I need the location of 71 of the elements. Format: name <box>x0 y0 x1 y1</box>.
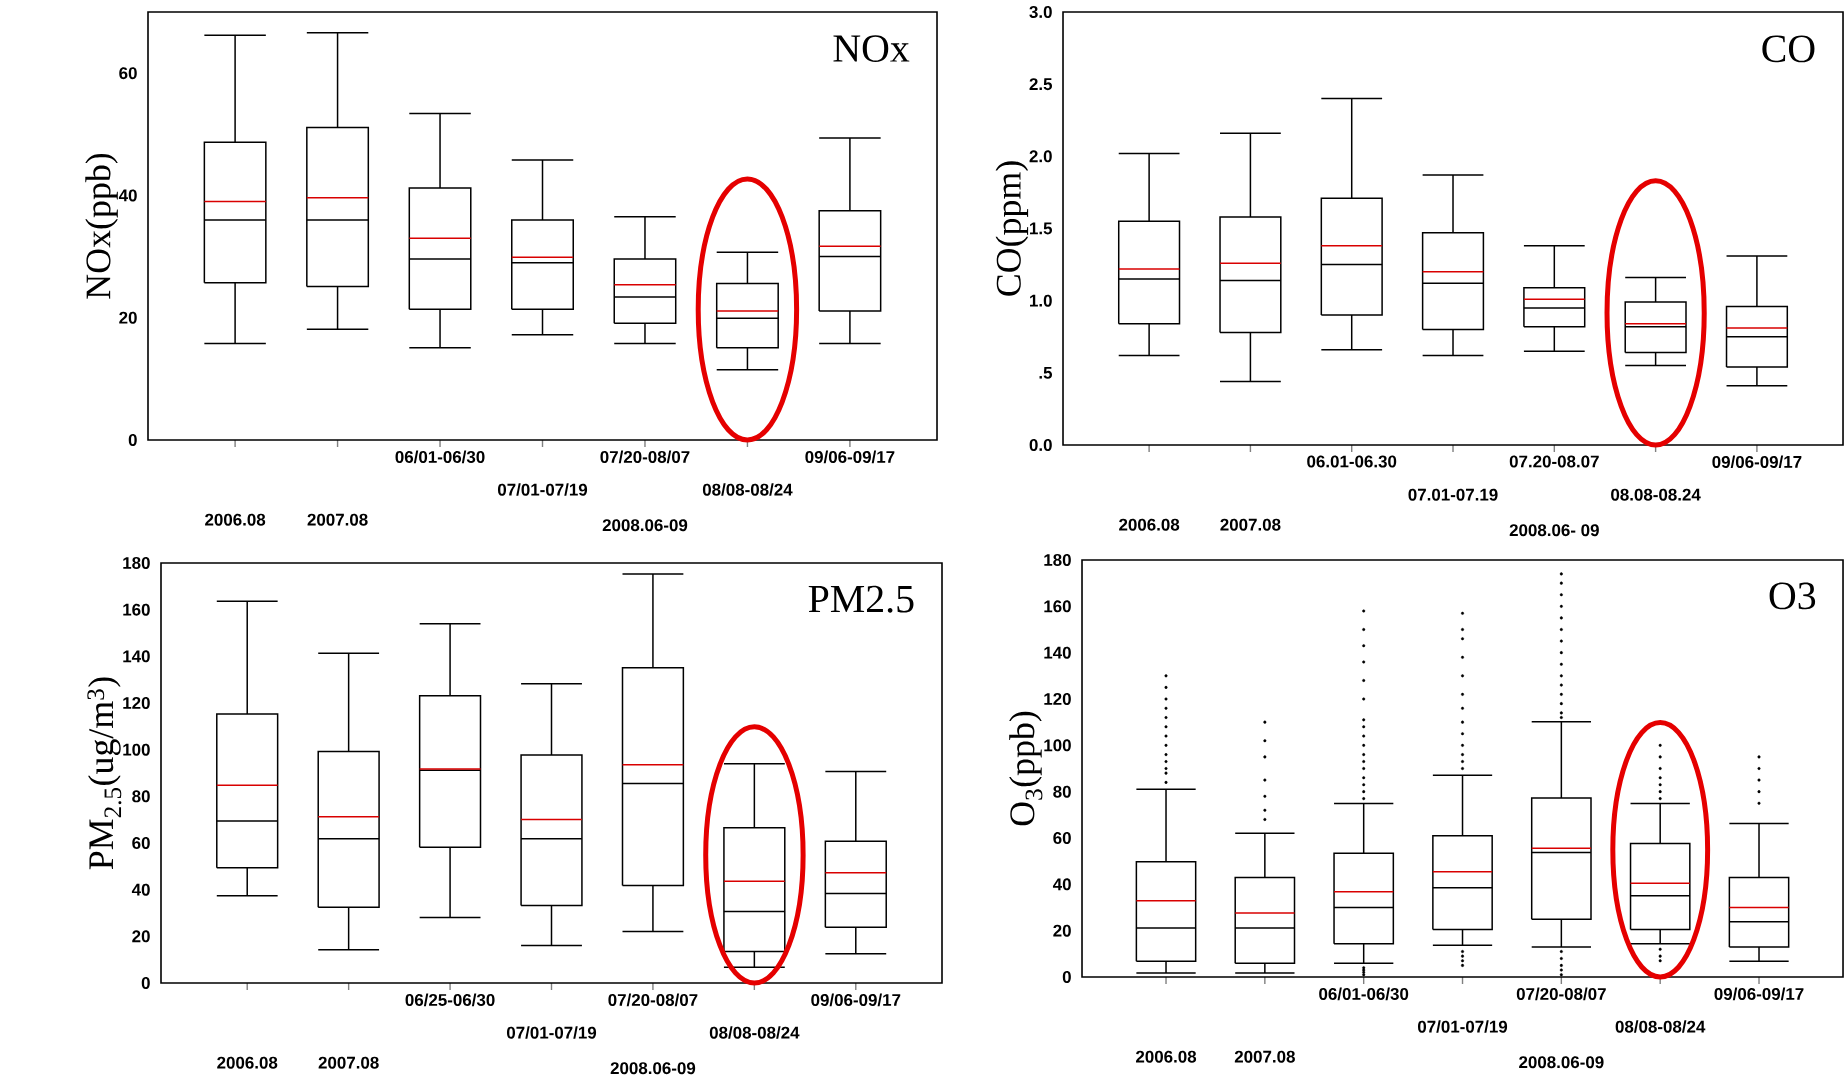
x-tick-label: 08.08-08.24 <box>1611 488 1701 501</box>
y-tick-label: 60 <box>119 67 137 80</box>
y-tick-label: 40 <box>1052 878 1071 891</box>
y-tick-label: 140 <box>123 650 150 663</box>
y-tick-label: 120 <box>1044 693 1071 705</box>
x-tick-label: 07/20-08/07 <box>1516 987 1606 1001</box>
x-tick-label: 09/06-09/17 <box>811 993 901 1007</box>
y-tick-label: 60 <box>1053 832 1071 844</box>
y-tick-label: 3.0 <box>1029 5 1052 18</box>
y-axis-title: NOx(ppb) <box>85 153 118 299</box>
y-tick-label: 20 <box>1053 924 1071 937</box>
y-tick-label: .5 <box>1039 366 1053 379</box>
y-tick-label: 160 <box>1044 600 1071 613</box>
y-tick-label: 80 <box>1053 785 1071 798</box>
x-tick-label: 06/25-06/30 <box>405 993 495 1007</box>
y-axis-title: PM$_{2.5}$(ug/m$^{3}$) <box>87 677 122 870</box>
x-tick-label: 08/08-08/24 <box>1615 1020 1706 1033</box>
text: 2008.06-09 <box>602 519 688 532</box>
x-tick-label: 09/06-09/17 <box>1712 455 1802 469</box>
y-tick-label: 0 <box>141 977 150 989</box>
x-tick-label: 2007.08 <box>1234 1050 1295 1063</box>
x-tick-label: 07.01-07.19 <box>1408 488 1498 501</box>
y-tick-label: 80 <box>132 790 150 803</box>
x-tick-label: 07/20-08/07 <box>608 993 698 1007</box>
x-tick-label: 2006.08 <box>1119 518 1180 531</box>
y-tick-label: 100 <box>1044 739 1071 752</box>
x-tick-label: 2006.08 <box>1136 1050 1197 1063</box>
x-tick-label: 2007.08 <box>1220 518 1281 531</box>
x-tick-label: 07/01-07/19 <box>1417 1020 1508 1033</box>
y-tick-label: 40 <box>131 883 150 896</box>
text: 2008.06-09 <box>1519 1056 1604 1069</box>
y-tick-label: 180 <box>123 557 150 569</box>
y-tick-label: 60 <box>132 837 150 849</box>
x-tick-label: 06.01-06.30 <box>1307 455 1397 468</box>
x-tick-label: 09/06-09/17 <box>1714 987 1804 1001</box>
y-tick-label: 20 <box>119 311 137 324</box>
y-tick-label: 2.0 <box>1029 150 1052 163</box>
y-tick-label: 160 <box>123 603 150 616</box>
x-tick-label: 2007.08 <box>318 1056 379 1069</box>
x-tick-label: 07.20-08.07 <box>1509 455 1599 468</box>
chart-title: CO <box>1762 35 1815 63</box>
y-tick-label: 2.5 <box>1029 78 1053 91</box>
x-tick-label: 07/01-07/19 <box>497 483 588 496</box>
y-tick-label: 0 <box>1062 971 1071 983</box>
y-tick-label: 120 <box>123 697 150 709</box>
chart-title: O3 <box>1769 582 1816 610</box>
x-tick-label: 2007.08 <box>307 513 368 526</box>
y-tick-label: 1.0 <box>1030 294 1052 307</box>
x-tick-label: 06/01-06/30 <box>395 450 485 464</box>
y-tick-label: 1.5 <box>1030 222 1053 235</box>
x-tick-label: 07/01-07/19 <box>506 1026 597 1039</box>
x-tick-label: 09/06-09/17 <box>805 450 895 464</box>
x-tick-label: 2006.08 <box>217 1056 278 1069</box>
chart-title: PM2.5 <box>808 585 914 613</box>
y-tick-label: 40 <box>118 189 137 202</box>
chart-title: NOx <box>833 35 910 62</box>
x-tick-label: 06/01-06/30 <box>1319 987 1409 1001</box>
y-tick-label: 0 <box>128 433 137 446</box>
x-tick-label: 08/08-08/24 <box>709 1026 800 1039</box>
y-tick-label: 180 <box>1044 554 1071 566</box>
y-tick-label: 100 <box>123 743 150 756</box>
x-tick-label: 07/20-08/07 <box>600 450 690 464</box>
text: 2008.06-09 <box>610 1062 696 1075</box>
text: 2008.06- 09 <box>1509 524 1599 537</box>
x-tick-label: 08/08-08/24 <box>702 483 793 496</box>
y-tick-label: 140 <box>1044 646 1071 659</box>
y-tick-label: 0.0 <box>1029 438 1052 451</box>
y-tick-label: 20 <box>132 930 150 943</box>
x-tick-label: 2006.08 <box>205 513 266 526</box>
y-axis-title: O$_{3}$(ppb) <box>1009 711 1043 826</box>
y-axis-title: CO(ppm) <box>995 161 1029 296</box>
